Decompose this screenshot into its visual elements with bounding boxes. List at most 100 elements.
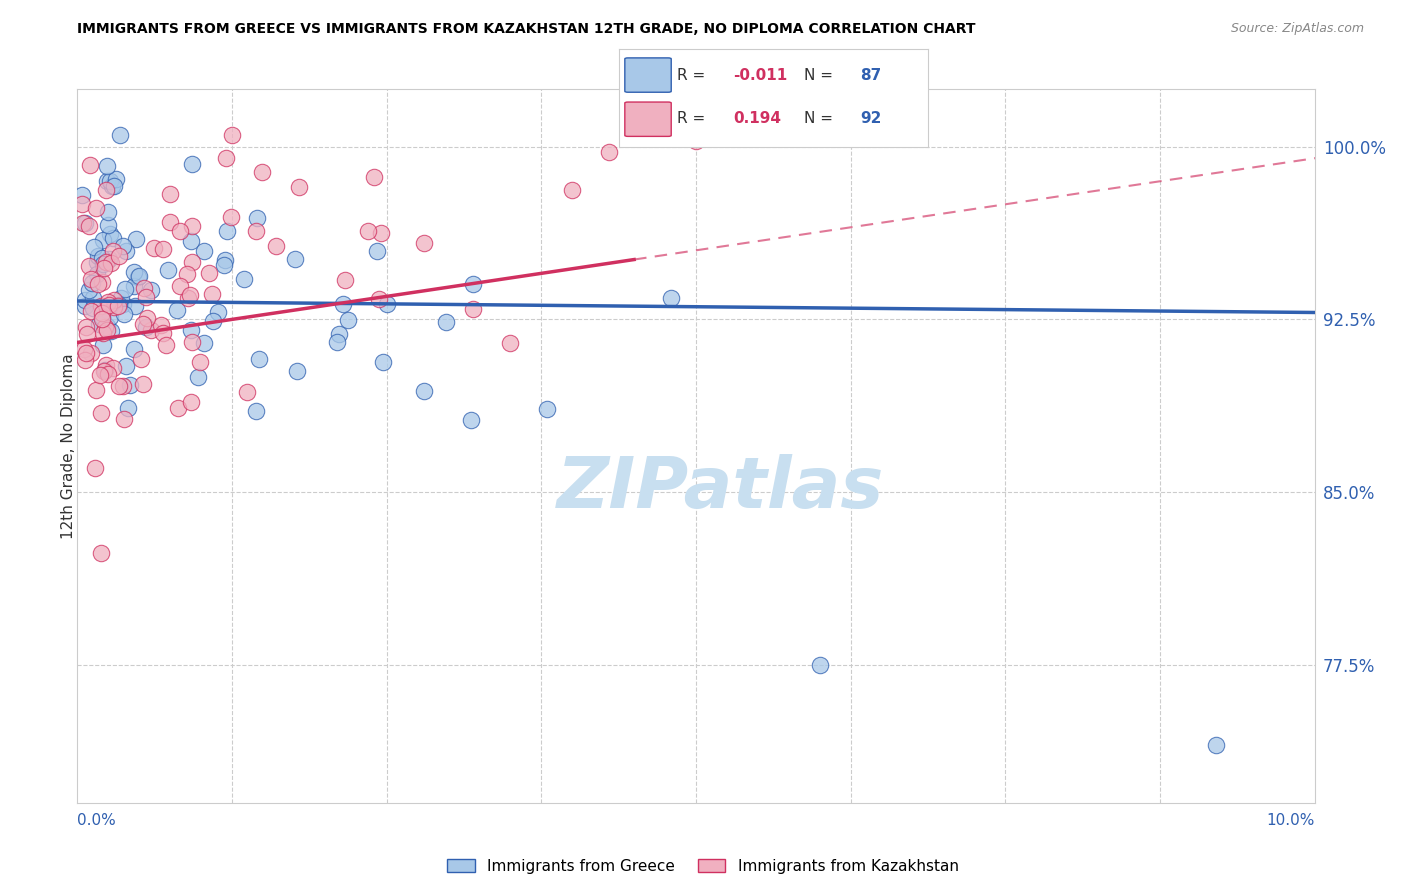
Point	[357, 224, 380, 238]
Point	[1205, 738, 1227, 752]
Point	[90, 406, 112, 420]
Point	[135, 310, 157, 325]
Text: 10.0%: 10.0%	[1267, 814, 1315, 828]
Point	[285, 364, 308, 378]
Point	[110, 291, 132, 305]
Point	[193, 336, 215, 351]
Point	[284, 252, 307, 266]
Point	[245, 404, 267, 418]
Point	[107, 299, 129, 313]
Point	[375, 297, 398, 311]
Point	[90, 310, 112, 324]
Point	[73, 352, 96, 367]
Point	[366, 244, 388, 258]
Point	[169, 224, 191, 238]
Point	[90, 299, 112, 313]
Point	[598, 145, 620, 160]
Point	[100, 255, 122, 269]
Point	[264, 239, 287, 253]
Point	[97, 205, 120, 219]
Point	[97, 367, 120, 381]
Point	[77, 283, 100, 297]
Point	[103, 300, 125, 314]
Point	[91, 306, 114, 320]
Point	[180, 334, 202, 349]
Point	[177, 291, 200, 305]
Point	[114, 282, 136, 296]
Point	[103, 293, 125, 307]
Point	[463, 301, 485, 316]
Point	[180, 323, 202, 337]
Point	[122, 278, 145, 293]
Point	[139, 323, 162, 337]
Point	[104, 172, 127, 186]
Point	[363, 170, 385, 185]
Point	[233, 272, 256, 286]
Point	[460, 412, 482, 426]
Point	[79, 158, 101, 172]
Point	[79, 304, 101, 318]
Point	[370, 226, 392, 240]
Point	[169, 279, 191, 293]
Point	[368, 292, 391, 306]
Point	[143, 241, 166, 255]
Point	[96, 159, 118, 173]
Point	[685, 134, 707, 148]
Point	[124, 299, 146, 313]
Point	[159, 186, 181, 201]
Text: 87: 87	[860, 68, 882, 83]
Point	[86, 255, 108, 269]
Point	[122, 265, 145, 279]
Point	[436, 314, 458, 328]
Point	[83, 240, 105, 254]
Point	[94, 363, 117, 377]
Point	[188, 354, 211, 368]
Point	[201, 314, 224, 328]
Point	[118, 377, 141, 392]
Point	[152, 243, 174, 257]
Point	[246, 211, 269, 226]
Point	[332, 297, 354, 311]
Point	[112, 308, 135, 322]
Point	[82, 301, 104, 316]
Point	[72, 196, 94, 211]
Point	[80, 345, 103, 359]
Point	[328, 326, 350, 341]
Point	[412, 384, 434, 398]
Point	[86, 267, 108, 281]
Point	[117, 401, 139, 415]
Point	[112, 297, 135, 311]
Point	[135, 320, 157, 334]
Point	[93, 260, 115, 275]
Point	[91, 257, 114, 271]
Point	[125, 232, 148, 246]
Text: R =: R =	[678, 111, 706, 126]
Point	[326, 334, 349, 349]
Text: N =: N =	[804, 111, 834, 126]
Point	[114, 411, 136, 425]
Point	[167, 401, 190, 415]
Point	[201, 287, 224, 301]
Point	[93, 364, 115, 378]
Point	[80, 277, 103, 291]
Text: 0.194: 0.194	[733, 111, 782, 126]
Point	[101, 178, 124, 193]
Point	[91, 251, 114, 265]
Text: IMMIGRANTS FROM GREECE VS IMMIGRANTS FROM KAZAKHSTAN 12TH GRADE, NO DIPLOMA CORR: IMMIGRANTS FROM GREECE VS IMMIGRANTS FRO…	[77, 22, 976, 37]
Point	[96, 323, 118, 337]
Point	[336, 313, 359, 327]
Point	[98, 310, 121, 325]
Point	[122, 342, 145, 356]
Point	[808, 657, 831, 672]
Point	[101, 231, 124, 245]
Point	[335, 273, 357, 287]
Point	[98, 227, 121, 241]
Point	[215, 224, 238, 238]
Legend: Immigrants from Greece, Immigrants from Kazakhstan: Immigrants from Greece, Immigrants from …	[441, 853, 965, 880]
Point	[75, 346, 97, 360]
Point	[75, 299, 97, 313]
Point	[499, 335, 522, 350]
Point	[97, 294, 120, 309]
Point	[127, 270, 149, 285]
Point	[212, 258, 235, 272]
